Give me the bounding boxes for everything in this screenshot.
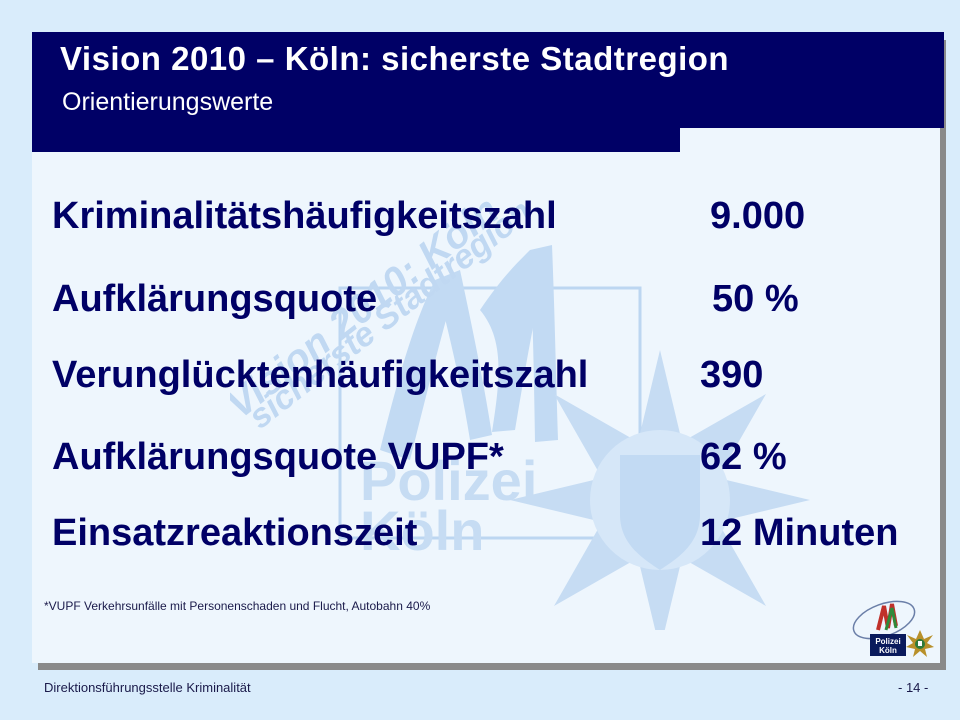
slide-subtitle: Orientierungswerte (62, 88, 274, 116)
watermark-star (510, 350, 810, 630)
metric-label: Verunglücktenhäufigkeitszahl (52, 354, 589, 396)
polizei-koeln-logo: Polizei Köln (852, 600, 934, 657)
metric-value: 12 Minuten (700, 512, 899, 554)
metric-value: 50 % (712, 278, 799, 320)
metric-value: 62 % (700, 436, 787, 478)
logo-text-polizei: Polizei (875, 637, 900, 646)
logo-text-koeln: Köln (879, 646, 897, 655)
metric-value: 9.000 (710, 195, 806, 237)
metric-label: Aufklärungsquote VUPF* (52, 436, 504, 478)
title-bar (32, 32, 944, 128)
metric-value: 390 (700, 354, 764, 396)
watermark-frame (338, 286, 642, 540)
metric-label: Aufklärungsquote (52, 278, 378, 320)
footer-department: Direktionsführungsstelle Kriminalität (44, 680, 251, 695)
watermark-m-shape (380, 245, 558, 460)
watermark-koeln: Köln (360, 499, 484, 562)
watermark-polizei: Polizei (360, 449, 537, 512)
metric-label: Einsatzreaktionszeit (52, 512, 418, 554)
metric-label: Kriminalitätshäufigkeitszahl (52, 195, 557, 237)
police-watermark: Vision 2010: Köln sicherste Stadtregion … (230, 188, 810, 630)
page-number: - 14 - (898, 680, 929, 695)
title-bar-tail (32, 128, 680, 152)
slide-title: Vision 2010 – Köln: sicherste Stadtregio… (60, 40, 730, 77)
logo-star-icon (906, 630, 934, 657)
footnote: *VUPF Verkehrsunfälle mit Personenschade… (44, 599, 431, 613)
